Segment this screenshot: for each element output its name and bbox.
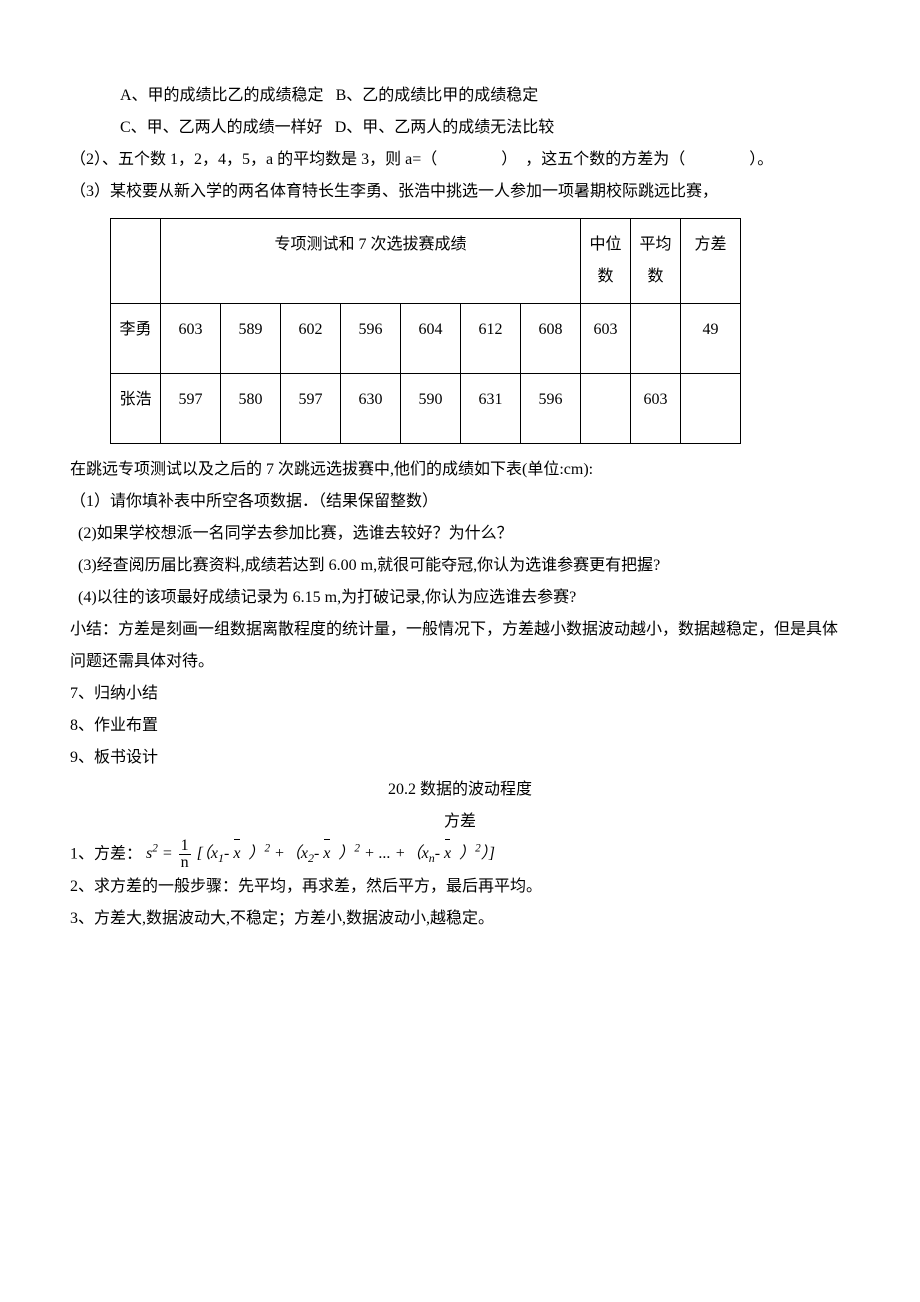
section-heading-2: 方差	[70, 806, 850, 838]
question-2: （2）、五个数 1，2，4，5，a 的平均数是 3，则 a=（ ） ，这五个数的…	[70, 144, 850, 176]
row-name: 李勇	[111, 304, 161, 374]
formula-line: 1、方差： s2 = 1n [（x1- x ）2 +（x2- x ）2 + ..…	[70, 838, 850, 871]
cell-median	[581, 374, 631, 444]
row-name: 张浩	[111, 374, 161, 444]
cell-mean: 603	[631, 374, 681, 444]
cell: 603	[161, 304, 221, 374]
section-heading-1: 20.2 数据的波动程度	[70, 774, 850, 806]
item-9: 9、板书设计	[70, 742, 850, 774]
option-a: A、甲的成绩比乙的成绩稳定	[120, 87, 324, 104]
after-table-text: 在跳远专项测试以及之后的 7 次跳远选拔赛中,他们的成绩如下表(单位:cm):	[70, 454, 850, 486]
cell: 597	[281, 374, 341, 444]
variance-formula: s2 = 1n [（x1- x ）2 +（x2- x ）2 + ... +（xn…	[146, 845, 495, 862]
option-c: C、甲、乙两人的成绩一样好	[120, 119, 323, 136]
point-3: 3、方差大,数据波动大,不稳定；方差小,数据波动小,越稳定。	[70, 903, 850, 935]
cell: 580	[221, 374, 281, 444]
cell-mean	[631, 304, 681, 374]
cell-median: 603	[581, 304, 631, 374]
table-row: 李勇 603 589 602 596 604 612 608 603 49	[111, 304, 741, 374]
option-line-cd: C、甲、乙两人的成绩一样好 D、甲、乙两人的成绩无法比较	[70, 112, 850, 144]
option-d: D、甲、乙两人的成绩无法比较	[335, 119, 555, 136]
cell: 597	[161, 374, 221, 444]
cell: 590	[401, 374, 461, 444]
table-row: 张浩 597 580 597 630 590 631 596 603	[111, 374, 741, 444]
sub-question-2: (2)如果学校想派一名同学去参加比赛，选谁去较好？为什么？	[70, 518, 850, 550]
cell-var: 49	[681, 304, 741, 374]
col-mean: 平均数	[631, 219, 681, 304]
scores-table: 专项测试和 7 次选拔赛成绩 中位数 平均数 方差 李勇 603 589 602…	[110, 218, 741, 444]
cell-var	[681, 374, 741, 444]
cell: 630	[341, 374, 401, 444]
sub-question-4: (4)以往的该项最好成绩记录为 6.15 m,为打破记录,你认为应选谁去参赛?	[70, 582, 850, 614]
option-b: B、乙的成绩比甲的成绩稳定	[336, 87, 539, 104]
cell: 608	[521, 304, 581, 374]
col-median: 中位数	[581, 219, 631, 304]
cell: 602	[281, 304, 341, 374]
question-3-intro: （3）某校要从新入学的两名体育特长生李勇、张浩中挑选一人参加一项暑期校际跳远比赛…	[70, 176, 850, 208]
cell: 596	[521, 374, 581, 444]
cell: 612	[461, 304, 521, 374]
cell: 589	[221, 304, 281, 374]
header-span: 专项测试和 7 次选拔赛成绩	[161, 219, 581, 304]
sub-question-1: （1）请你填补表中所空各项数据．（结果保留整数）	[70, 486, 850, 518]
cell: 604	[401, 304, 461, 374]
cell: 596	[341, 304, 401, 374]
cell: 631	[461, 374, 521, 444]
item-7: 7、归纳小结	[70, 678, 850, 710]
table-header-row: 专项测试和 7 次选拔赛成绩 中位数 平均数 方差	[111, 219, 741, 304]
col-variance: 方差	[681, 219, 741, 304]
sub-question-3: (3)经查阅历届比赛资料,成绩若达到 6.00 m,就很可能夺冠,你认为选谁参赛…	[70, 550, 850, 582]
formula-label: 1、方差：	[70, 845, 142, 862]
summary-text: 小结：方差是刻画一组数据离散程度的统计量，一般情况下，方差越小数据波动越小，数据…	[70, 614, 850, 678]
option-line-ab: A、甲的成绩比乙的成绩稳定 B、乙的成绩比甲的成绩稳定	[70, 80, 850, 112]
item-8: 8、作业布置	[70, 710, 850, 742]
point-2: 2、求方差的一般步骤：先平均，再求差，然后平方，最后再平均。	[70, 871, 850, 903]
